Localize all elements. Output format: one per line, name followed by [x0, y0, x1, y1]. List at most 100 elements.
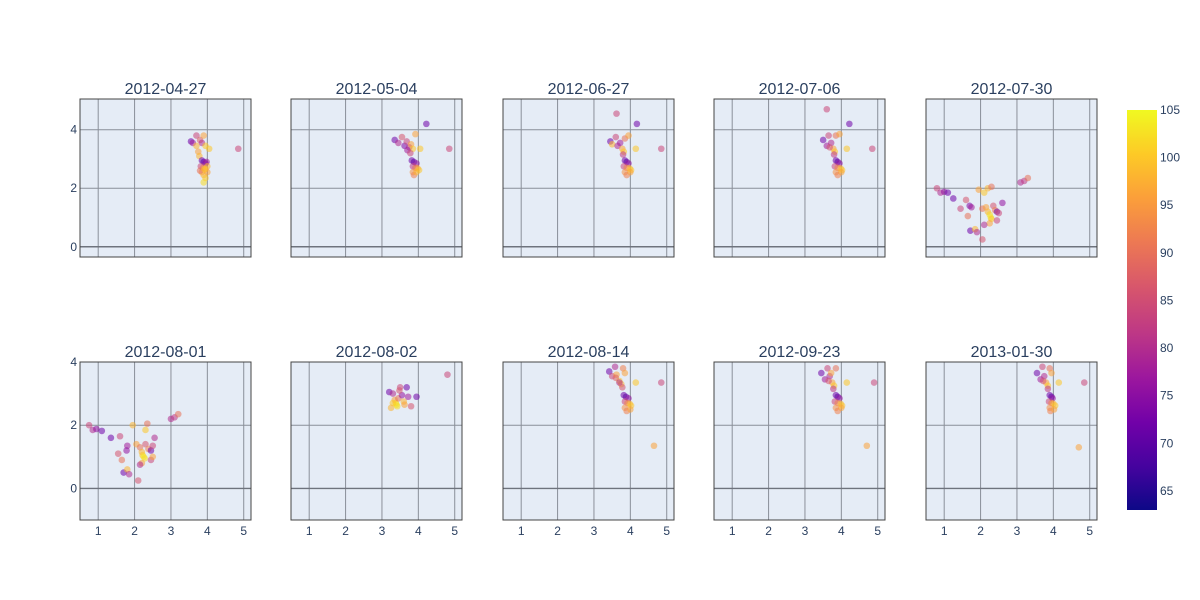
- y-tick-label: 0: [70, 240, 77, 254]
- panel-frame: [713, 98, 886, 258]
- y-tick-label: 4: [70, 355, 77, 369]
- scatter-point: [979, 236, 986, 243]
- x-tick-label: 2: [765, 524, 772, 538]
- scatter-point: [1048, 369, 1055, 377]
- scatter-point: [838, 168, 845, 176]
- colorbar-tick-label: 70: [1160, 436, 1174, 450]
- scatter-point: [193, 142, 200, 150]
- scatter-series: [607, 110, 665, 179]
- scatter-point: [114, 450, 122, 457]
- scatter-point: [836, 130, 843, 138]
- scatter-point: [398, 133, 406, 141]
- x-tick-label: 2: [131, 524, 138, 538]
- plot-area: [926, 99, 1097, 257]
- colorbar: 65 70 75 80 85 90 95 100 105: [1127, 103, 1180, 510]
- scatter-point: [957, 205, 964, 213]
- scatter-point: [627, 168, 634, 176]
- scatter-point: [944, 189, 952, 196]
- x-tick-label: 5: [240, 524, 247, 538]
- colorbar-tick-label: 100: [1160, 151, 1180, 165]
- x-tick-label: 3: [591, 524, 598, 538]
- facet-panel: 2012-04-27 0 2 4: [70, 81, 252, 258]
- x-tick-label: 2: [977, 524, 984, 538]
- panel-frame: [502, 98, 675, 258]
- scatter-point: [1080, 379, 1088, 386]
- scatter-point: [832, 365, 840, 372]
- plot-area: [80, 362, 251, 520]
- scatter-point: [830, 151, 838, 158]
- scatter-point: [993, 217, 1001, 224]
- y-tick-label: 4: [70, 123, 77, 137]
- scatter-point: [818, 369, 825, 377]
- scatter-point: [823, 105, 831, 113]
- scatter-point: [123, 447, 130, 454]
- colorbar-gradient: [1127, 110, 1157, 510]
- scatter-point: [395, 139, 402, 147]
- scatter-series: [818, 365, 878, 450]
- x-tick-label: 1: [518, 524, 525, 538]
- colorbar-tick-label: 105: [1160, 103, 1180, 117]
- scatter-point: [608, 141, 616, 148]
- x-tick-label: 5: [663, 524, 670, 538]
- x-tick-label: 3: [379, 524, 386, 538]
- scatter-point: [964, 212, 972, 220]
- scatter-point: [621, 369, 629, 377]
- scatter-point: [413, 168, 420, 176]
- panel-title: 2012-06-27: [548, 81, 630, 98]
- scatter-point: [843, 379, 851, 386]
- x-tick-label: 5: [451, 524, 458, 538]
- scatter-point: [1050, 406, 1058, 413]
- scatter-point: [205, 145, 213, 153]
- scatter-series: [187, 132, 242, 186]
- scatter-point: [201, 165, 208, 173]
- scatter-point: [423, 120, 430, 128]
- scatter-point: [403, 383, 410, 391]
- scatter-point: [605, 368, 613, 375]
- facet-panel: 2012-07-30: [925, 81, 1098, 258]
- panel-frame: [79, 98, 252, 258]
- scatter-point: [389, 390, 397, 397]
- facet-panel: 2012-09-23 1 2 3 4 5: [713, 344, 886, 538]
- scatter-point: [612, 133, 620, 141]
- scatter-point: [830, 385, 837, 393]
- scatter-point: [142, 426, 149, 434]
- scatter-point: [962, 196, 970, 204]
- scatter-point: [826, 143, 833, 151]
- panel-frame: [502, 361, 675, 521]
- scatter-point: [413, 393, 420, 401]
- facet-panel: 2012-08-02 1 2 3 4 5: [290, 344, 463, 538]
- scatter-point: [619, 151, 627, 158]
- plot-area: [503, 99, 674, 257]
- scatter-point: [149, 453, 157, 461]
- x-tick-label: 4: [1050, 524, 1057, 538]
- scatter-point: [870, 379, 878, 386]
- scatter-point: [838, 404, 845, 412]
- panel-title: 2012-08-01: [125, 344, 207, 361]
- scatter-point: [141, 455, 149, 462]
- scatter-point: [416, 145, 424, 153]
- scatter-point: [986, 220, 993, 227]
- panel-title: 2012-08-02: [336, 344, 418, 361]
- scatter-point: [1044, 385, 1052, 393]
- x-tick-label: 2: [554, 524, 561, 538]
- scatter-point: [625, 132, 632, 139]
- panel-title: 2012-05-04: [336, 81, 418, 98]
- x-tick-label: 2: [342, 524, 349, 538]
- scatter-point: [1039, 363, 1046, 371]
- scatter-series: [1033, 363, 1088, 451]
- x-tick-label: 1: [95, 524, 102, 538]
- panel-frame: [713, 361, 886, 521]
- scatter-point: [657, 145, 665, 153]
- scatter-point: [825, 377, 832, 385]
- scatter-point: [174, 410, 182, 418]
- panel-title: 2012-09-23: [759, 344, 841, 361]
- x-tick-label: 3: [802, 524, 809, 538]
- scatter-point: [116, 432, 124, 440]
- x-tick-label: 3: [168, 524, 175, 538]
- scatter-series: [933, 174, 1032, 243]
- scatter-point: [134, 477, 142, 484]
- plot-area: [291, 99, 462, 257]
- scatter-point: [407, 149, 414, 157]
- scatter-point: [995, 209, 1003, 217]
- scatter-point: [125, 470, 133, 478]
